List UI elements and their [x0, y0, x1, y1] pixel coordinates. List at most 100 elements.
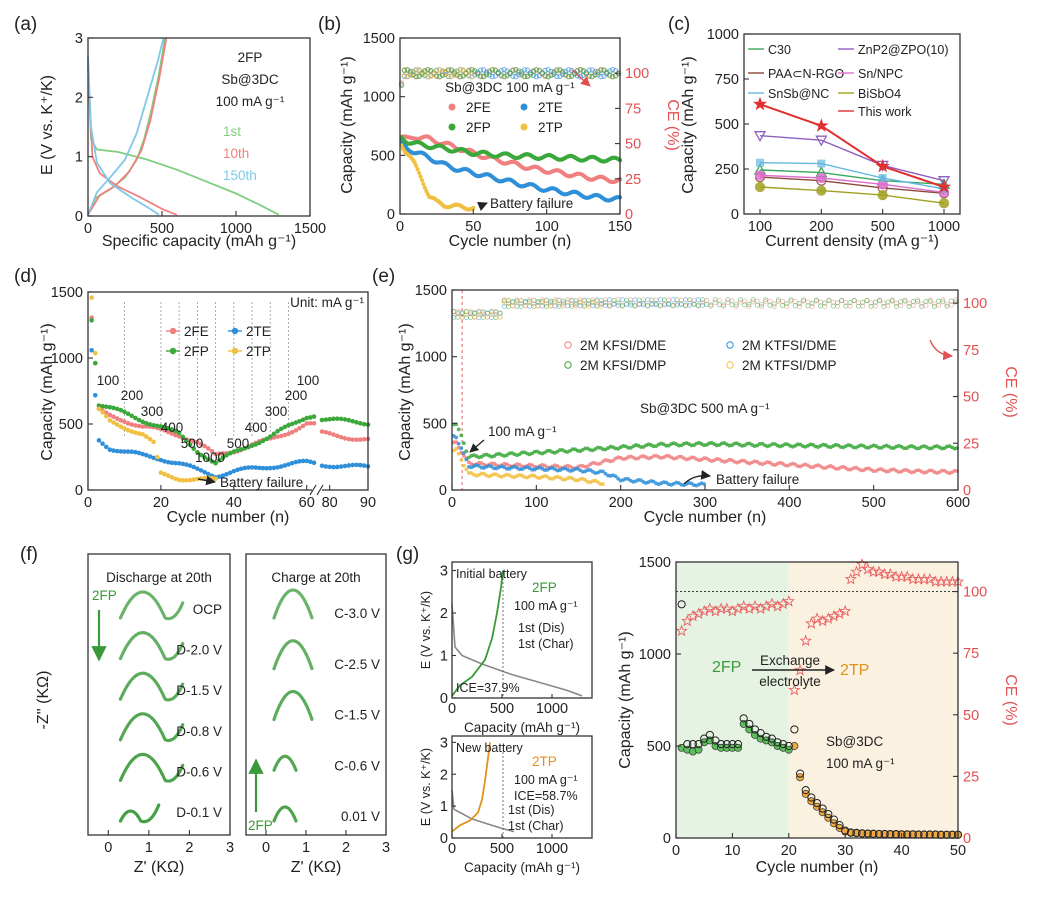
capacity-point-2FE	[358, 437, 363, 442]
ce-point-2TE	[510, 73, 516, 79]
ce-point-2M KFSI/DMP	[602, 300, 608, 306]
capacity-point-2TE	[335, 464, 340, 470]
arrow-label: 2FP	[248, 818, 273, 833]
ce-point-2TE	[560, 71, 566, 77]
trace-label: D-2.0 V	[176, 643, 222, 658]
capacity-point-2FP	[278, 426, 284, 432]
capacity-point-2FE	[327, 431, 332, 436]
legend-entry-label: 2FE	[466, 100, 491, 115]
capacity-point-2FP	[205, 457, 211, 462]
x-tick-label: 0	[448, 701, 456, 717]
ce-point-2M KFSI/DMP	[611, 297, 617, 303]
capacity-point-2TP	[422, 185, 428, 191]
ce-star-point	[737, 599, 750, 612]
annotation-text: Battery failure	[220, 475, 303, 490]
series-line-C30	[759, 169, 945, 185]
y-tick-label: 3	[440, 564, 448, 580]
ce-point-2TE	[536, 73, 542, 79]
inset-series-label: 2FP	[532, 580, 557, 595]
x-tick-label: 200	[609, 495, 633, 511]
capacity-point-2FP	[319, 417, 325, 423]
ce-point-2FP	[545, 74, 551, 80]
panel-label: (d)	[14, 266, 37, 287]
capacity-point-2TP	[100, 410, 105, 415]
ce-point-2TP	[434, 68, 440, 74]
ce-point-2M KFSI/DMP	[822, 300, 828, 306]
ce-point-2M KTFSI/DMP	[484, 314, 490, 320]
ce-point-2FP	[548, 72, 554, 79]
y-axis-label: Capacity (mAh g⁻¹)	[339, 56, 356, 193]
y2-tick-label: 0	[625, 207, 633, 223]
rate-label: 300	[265, 404, 288, 419]
ce-point-2M KFSI/DMP	[531, 303, 537, 309]
capacity-point-2TP	[162, 471, 167, 477]
ce-point-2FP	[478, 73, 484, 79]
capacity-point-2M KTFSI/DME	[603, 471, 608, 476]
legend-entry-label: 2FP	[466, 120, 491, 135]
data-point-This work	[752, 96, 768, 111]
inset-charge-curve	[451, 742, 491, 833]
annotation-text: Exchange	[760, 653, 820, 668]
capacity-point-2TP	[158, 470, 164, 475]
ce-point-2M KTFSI/DMP	[543, 298, 549, 304]
legend-marker-2TE	[231, 327, 239, 335]
capacity-point-2FP	[311, 414, 317, 419]
capacity-point-2TE	[140, 451, 145, 457]
ce-point-2M KFSI/DMP	[843, 303, 849, 309]
capacity-point-2M KTFSI/DME	[456, 441, 461, 446]
capacity-point-2FE	[114, 416, 120, 421]
ce-point-2M KFSI/DMP	[763, 297, 769, 303]
capacity-point-2FE	[297, 425, 302, 431]
charge-capacity-point	[745, 719, 754, 729]
x-tick-label: 1000	[220, 221, 252, 237]
capacity-point-2M KFSI/DMP	[456, 427, 461, 432]
legend-entry-label: 2TE	[538, 100, 563, 115]
ce-point-2M KFSI/DMP	[944, 303, 950, 309]
ce-point-2M KFSI/DMP	[898, 299, 904, 305]
y-axis-label: Capacity (mAh g⁻¹)	[39, 323, 56, 460]
ce-point-2TP	[445, 73, 452, 79]
capacity-point-2TE	[246, 465, 251, 470]
y-axis-label: E (V vs. K⁺/K)	[39, 75, 56, 175]
rate-label: 400	[161, 420, 184, 435]
x-tick-label: 500	[871, 219, 895, 235]
x-tick-label: 100	[524, 495, 548, 511]
capacity-point-2FP	[227, 450, 233, 456]
x-tick-label: 500	[490, 701, 514, 717]
capacity-point-2FE	[286, 431, 291, 437]
data-point-This work	[936, 179, 952, 194]
capacity-point-2TP	[133, 430, 138, 435]
annotation-text: electrolyte	[759, 674, 821, 689]
annotation-text: Sb@3DC	[826, 734, 883, 749]
y-tick-label: 0	[439, 483, 447, 499]
charge-capacity-point	[818, 804, 827, 813]
ce-point-2M KFSI/DMP	[737, 297, 743, 303]
capacity-point-2TE	[118, 449, 124, 454]
capacity-point-2TP	[147, 436, 153, 442]
axis-break-mark	[316, 484, 324, 496]
charge-capacity-point	[762, 732, 771, 741]
ce-point-2M KFSI/DMP	[645, 303, 651, 309]
y-tick-label: 0	[440, 831, 448, 847]
ce-point-2M KFSI/DMP	[931, 303, 937, 309]
capacity-point-2TE	[195, 466, 200, 471]
y-tick-label: 500	[423, 416, 447, 432]
ce-point-2M KTFSI/DMP	[569, 298, 575, 304]
x-tick-label: 40	[894, 843, 910, 859]
nyquist-trace	[118, 752, 185, 783]
ce-point-2FP	[428, 67, 434, 74]
capacity-point-2TE	[184, 462, 189, 467]
inset-ice-label: ICE=58.7%	[514, 789, 578, 803]
capacity-point-2FP	[195, 449, 200, 455]
legend-entry-label: 2M KFSI/DMP	[580, 358, 666, 373]
capacity-point-2TP	[187, 477, 193, 483]
ce-point-2M KFSI/DME	[729, 298, 735, 304]
ce-star-point	[720, 602, 733, 615]
capacity-point-2TP	[176, 477, 182, 483]
axis-break-gap	[312, 486, 322, 494]
inset-current-label: 100 mA g⁻¹	[514, 599, 578, 613]
x-tick-label: 1	[145, 840, 153, 856]
capacity-point-2TE	[275, 465, 280, 470]
capacity-point-2M KTFSI/DMP	[461, 463, 466, 468]
annotation-text: Battery failure	[490, 196, 573, 211]
